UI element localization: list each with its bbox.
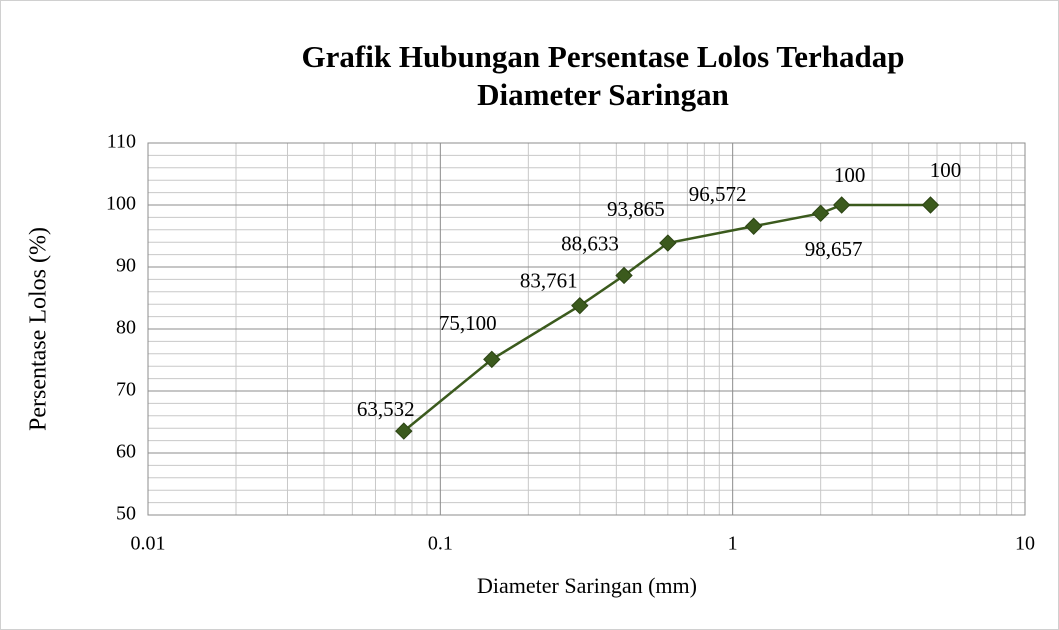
data-label: 88,633: [561, 231, 619, 255]
data-label: 98,657: [805, 237, 863, 261]
data-marker: [571, 296, 589, 315]
data-label: 63,532: [357, 397, 415, 421]
y-tick-label: 60: [116, 441, 136, 463]
data-label: 100: [834, 163, 866, 187]
y-tick-label: 70: [116, 379, 136, 401]
data-marker: [615, 266, 633, 285]
y-tick-label: 50: [116, 503, 136, 525]
chart-title: Grafik Hubungan Persentase Lolos Terhada…: [302, 39, 905, 74]
data-label: 93,865: [607, 197, 665, 221]
data-marker: [832, 196, 851, 214]
y-tick-label: 90: [116, 255, 136, 277]
x-tick-label: 0.01: [131, 533, 166, 555]
y-tick-label: 100: [106, 193, 136, 215]
data-marker: [921, 196, 940, 214]
data-marker: [395, 422, 413, 440]
data-label: 96,572: [689, 182, 747, 206]
data-marker: [811, 204, 830, 223]
x-tick-label: 10: [1015, 533, 1035, 555]
data-marker: [659, 234, 677, 252]
y-tick-label: 110: [107, 131, 136, 153]
data-marker: [744, 217, 763, 235]
data-marker: [483, 350, 501, 369]
x-tick-label: 0.1: [428, 533, 453, 555]
x-axis-label: Diameter Saringan (mm): [477, 573, 697, 598]
data-label: 75,100: [439, 311, 497, 335]
plot-frame: [147, 142, 1026, 516]
x-tick-label: 1: [728, 533, 738, 555]
data-label: 100: [930, 158, 962, 182]
y-axis-label: Persentase Lolos (%): [26, 227, 52, 431]
chart-subtitle: Diameter Saringan: [477, 77, 729, 112]
y-tick-label: 80: [116, 317, 136, 339]
data-label: 83,761: [520, 268, 578, 292]
